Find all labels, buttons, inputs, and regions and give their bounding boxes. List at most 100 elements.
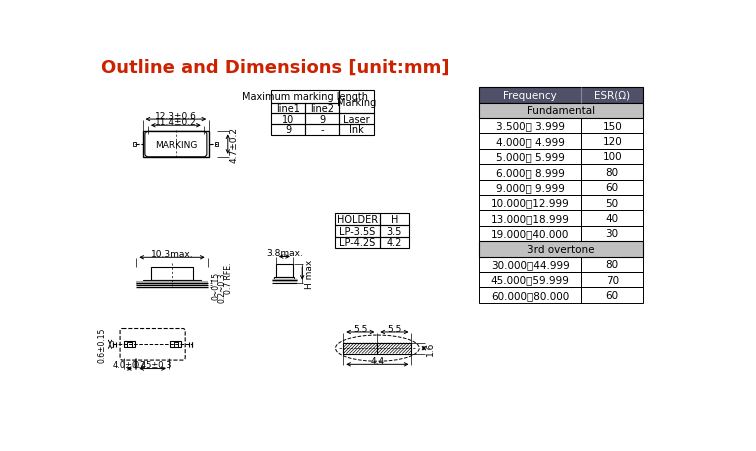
Bar bbox=[143, 281, 201, 285]
Bar bbox=[343, 343, 377, 354]
Text: 30.000～44.999: 30.000～44.999 bbox=[491, 260, 569, 270]
Text: Fundamental: Fundamental bbox=[527, 106, 595, 116]
Bar bbox=[479, 119, 581, 134]
Text: 60: 60 bbox=[606, 183, 618, 193]
Bar bbox=[170, 341, 181, 348]
Bar bbox=[479, 211, 581, 226]
Text: ESR(Ω): ESR(Ω) bbox=[594, 91, 631, 101]
Bar bbox=[479, 195, 581, 211]
Bar bbox=[380, 237, 409, 249]
Text: 30: 30 bbox=[606, 229, 618, 239]
Text: Frequency: Frequency bbox=[503, 91, 557, 101]
Bar bbox=[335, 226, 380, 237]
Text: 3.5: 3.5 bbox=[387, 226, 402, 236]
Bar bbox=[339, 91, 373, 114]
Text: 10: 10 bbox=[282, 115, 294, 124]
Bar bbox=[581, 272, 643, 288]
Text: 4.7±0.2: 4.7±0.2 bbox=[230, 127, 238, 163]
Text: 40: 40 bbox=[606, 213, 618, 224]
Text: 0.7 RFE.: 0.7 RFE. bbox=[224, 262, 233, 293]
Bar bbox=[581, 257, 643, 272]
Text: Marking: Marking bbox=[337, 97, 376, 107]
Bar bbox=[581, 134, 643, 149]
Text: H: H bbox=[391, 215, 398, 225]
Bar bbox=[151, 267, 193, 281]
Bar bbox=[380, 226, 409, 237]
Text: 4.4: 4.4 bbox=[370, 356, 385, 365]
Bar bbox=[479, 242, 643, 257]
Bar bbox=[339, 125, 373, 136]
Text: 3rd overtone: 3rd overtone bbox=[527, 244, 595, 254]
Text: 5.5: 5.5 bbox=[353, 324, 367, 333]
Text: 6.000～ 8.999: 6.000～ 8.999 bbox=[496, 167, 565, 177]
Bar bbox=[174, 342, 178, 347]
Text: line2: line2 bbox=[311, 104, 334, 114]
Text: Outline and Dimensions [unit:mm]: Outline and Dimensions [unit:mm] bbox=[101, 59, 449, 77]
Text: 19.000～40.000: 19.000～40.000 bbox=[491, 229, 569, 239]
Text: 70: 70 bbox=[606, 275, 618, 285]
Text: 50: 50 bbox=[606, 198, 618, 208]
Bar bbox=[271, 103, 305, 114]
Bar bbox=[377, 343, 411, 354]
Bar bbox=[335, 237, 380, 249]
Bar bbox=[479, 257, 581, 272]
Bar bbox=[276, 265, 293, 277]
Bar bbox=[581, 149, 643, 165]
Text: 0~0.15: 0~0.15 bbox=[212, 272, 221, 299]
Text: 5.5: 5.5 bbox=[387, 324, 401, 333]
Bar bbox=[127, 342, 132, 347]
Bar bbox=[339, 114, 373, 125]
Bar bbox=[305, 103, 339, 114]
Text: 80: 80 bbox=[606, 167, 618, 177]
Bar bbox=[479, 88, 643, 103]
Bar bbox=[335, 214, 380, 226]
Bar bbox=[271, 114, 305, 125]
Text: 4.0±0.2: 4.0±0.2 bbox=[113, 360, 146, 369]
Bar bbox=[479, 103, 643, 119]
Text: 9: 9 bbox=[319, 115, 325, 124]
Text: 45.000～59.999: 45.000～59.999 bbox=[491, 275, 569, 285]
Bar bbox=[271, 91, 339, 103]
Text: 10.3max.: 10.3max. bbox=[150, 249, 194, 258]
Bar bbox=[479, 180, 581, 195]
Text: LP-3.5S: LP-3.5S bbox=[339, 226, 375, 236]
Text: H max: H max bbox=[305, 259, 314, 289]
Bar bbox=[305, 125, 339, 136]
Bar bbox=[274, 277, 294, 281]
Bar bbox=[380, 214, 409, 226]
Bar bbox=[271, 125, 305, 136]
Text: Ink: Ink bbox=[349, 125, 364, 135]
Text: 1.6: 1.6 bbox=[426, 341, 435, 355]
Text: 60: 60 bbox=[606, 290, 618, 300]
Bar bbox=[479, 288, 581, 303]
Bar bbox=[581, 288, 643, 303]
Bar bbox=[479, 226, 581, 242]
Bar bbox=[479, 134, 581, 149]
Bar bbox=[479, 149, 581, 165]
Bar bbox=[305, 114, 339, 125]
Text: 11.4±0.2: 11.4±0.2 bbox=[155, 118, 197, 127]
Bar bbox=[581, 119, 643, 134]
Bar bbox=[581, 195, 643, 211]
Bar bbox=[215, 143, 218, 147]
Bar bbox=[581, 226, 643, 242]
Text: LP-4.2S: LP-4.2S bbox=[339, 238, 375, 248]
Text: 4.000～ 4.999: 4.000～ 4.999 bbox=[496, 137, 565, 147]
Text: 13.000～18.999: 13.000～18.999 bbox=[491, 213, 569, 224]
Bar bbox=[143, 132, 209, 157]
Text: Maximum marking length: Maximum marking length bbox=[243, 92, 368, 102]
Bar bbox=[133, 143, 136, 147]
Text: 0.45±0.3: 0.45±0.3 bbox=[133, 360, 172, 369]
Text: 3.500～ 3.999: 3.500～ 3.999 bbox=[495, 121, 565, 131]
Bar bbox=[479, 165, 581, 180]
Bar bbox=[581, 211, 643, 226]
Text: 5.000～ 5.999: 5.000～ 5.999 bbox=[496, 152, 565, 162]
Text: line1: line1 bbox=[276, 104, 300, 114]
Text: 10.000～12.999: 10.000～12.999 bbox=[491, 198, 569, 208]
Bar bbox=[124, 341, 135, 348]
Bar bbox=[479, 272, 581, 288]
Text: HOLDER: HOLDER bbox=[336, 215, 378, 225]
Text: Laser: Laser bbox=[343, 115, 370, 124]
Text: 9: 9 bbox=[285, 125, 291, 135]
Text: 0.6±0.15: 0.6±0.15 bbox=[98, 327, 107, 362]
